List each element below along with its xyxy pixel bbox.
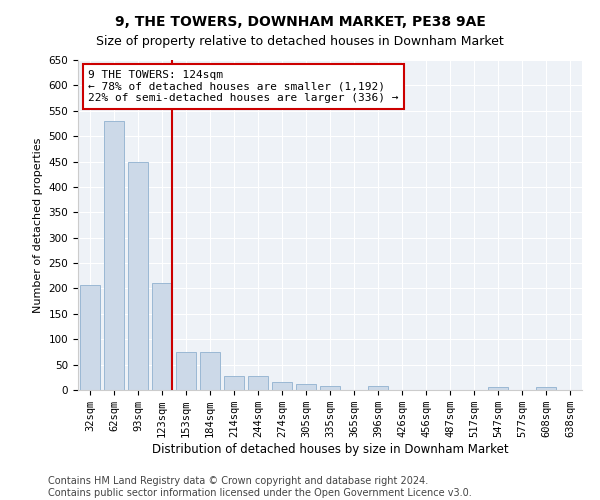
- Bar: [248, 376, 268, 390]
- Text: 9 THE TOWERS: 124sqm
← 78% of detached houses are smaller (1,192)
22% of semi-de: 9 THE TOWERS: 124sqm ← 78% of detached h…: [88, 70, 398, 103]
- Bar: [176, 352, 196, 390]
- Bar: [224, 376, 244, 390]
- Bar: [320, 386, 340, 390]
- Bar: [296, 384, 316, 390]
- X-axis label: Distribution of detached houses by size in Downham Market: Distribution of detached houses by size …: [152, 443, 508, 456]
- Bar: [488, 388, 508, 390]
- Bar: [200, 352, 220, 390]
- Bar: [80, 285, 100, 390]
- Text: Size of property relative to detached houses in Downham Market: Size of property relative to detached ho…: [96, 35, 504, 48]
- Bar: [368, 386, 388, 390]
- Bar: [128, 162, 148, 390]
- Text: 9, THE TOWERS, DOWNHAM MARKET, PE38 9AE: 9, THE TOWERS, DOWNHAM MARKET, PE38 9AE: [115, 15, 485, 29]
- Bar: [536, 388, 556, 390]
- Bar: [272, 382, 292, 390]
- Y-axis label: Number of detached properties: Number of detached properties: [33, 138, 43, 312]
- Text: Contains HM Land Registry data © Crown copyright and database right 2024.
Contai: Contains HM Land Registry data © Crown c…: [48, 476, 472, 498]
- Bar: [104, 121, 124, 390]
- Bar: [152, 284, 172, 390]
